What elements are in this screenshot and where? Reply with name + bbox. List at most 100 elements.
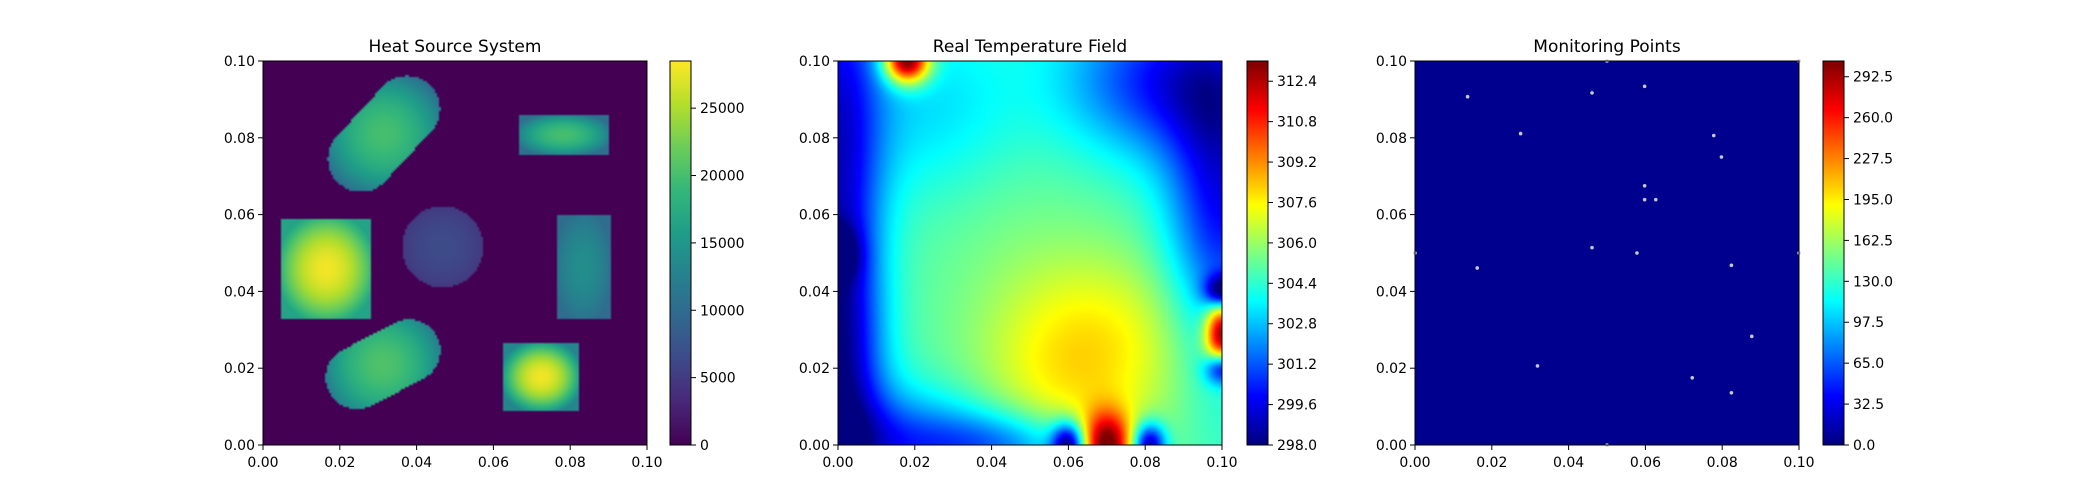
colorbar-frame	[1246, 60, 1269, 446]
heatmap-image	[838, 61, 1222, 445]
colorbar-tick-label: 0	[700, 438, 709, 454]
monitoring-point	[1690, 376, 1695, 380]
colorbar-tick-label: 130.0	[1853, 274, 1893, 290]
monitoring-point	[1642, 197, 1647, 202]
x-tick-label: 0.00	[822, 455, 853, 471]
x-tick-label: 0.08	[1707, 455, 1738, 471]
colorbar-tick-label: 260.0	[1853, 111, 1893, 127]
monitoring-point	[1719, 155, 1724, 159]
panel-title: Real Temperature Field	[933, 37, 1127, 57]
colorbar-tick-label: 162.5	[1853, 233, 1893, 249]
monitoring-point	[1749, 334, 1754, 339]
colorbar-tick-label: 309.2	[1277, 155, 1317, 171]
x-tick-label: 0.10	[1783, 455, 1814, 471]
y-tick-label: 0.10	[799, 54, 830, 70]
plot-frame	[262, 60, 648, 446]
colorbar-tick-label: 302.8	[1277, 317, 1317, 333]
colorbar-tick-label: 306.0	[1277, 236, 1317, 252]
x-tick-label: 0.00	[247, 455, 278, 471]
monitoring-points	[1413, 59, 1801, 447]
x-tick-label: 0.02	[1476, 455, 1507, 471]
y-tick-label: 0.00	[224, 438, 255, 454]
colorbar-ticks: 0.0 32.5 65.0 97.5 130.0 162.5 195.0 227.5 260.0…	[1844, 70, 1893, 454]
colorbar-tick-label: 10000	[700, 303, 745, 319]
panel-real-temperature-field: Real Temperature Field 0.00 0.02 0.04 0.06 0…	[799, 37, 1317, 471]
x-tick-label: 0.02	[324, 455, 355, 471]
colorbar-tick-label: 32.5	[1853, 397, 1884, 413]
panel-title: Monitoring Points	[1533, 37, 1681, 57]
y-tick-label: 0.08	[799, 131, 830, 147]
panel-title: Heat Source System	[369, 37, 542, 57]
x-tick-label: 0.00	[1399, 455, 1430, 471]
monitoring-point	[1653, 197, 1658, 202]
x-tick-label: 0.06	[478, 455, 509, 471]
monitoring-point	[1590, 91, 1594, 95]
axis-ticks: 0.00 0.02 0.04 0.06 0.08 0.10 0.00 0.02 0.04 0.06…	[224, 54, 663, 471]
colorbar-ticks: 298.0 299.6 301.2 302.8 304.4 306.0 307.6 309.2…	[1268, 74, 1317, 454]
x-tick-label: 0.08	[1130, 455, 1161, 471]
x-tick-label: 0.10	[1206, 455, 1237, 471]
colorbar-tick-label: 298.0	[1277, 438, 1317, 454]
colorbar-image	[670, 61, 691, 445]
colorbar-tick-label: 304.4	[1277, 276, 1317, 292]
colorbar-tick-label: 0.0	[1853, 438, 1875, 454]
plot-frame	[1414, 60, 1800, 446]
colorbar-tick-label: 195.0	[1853, 192, 1893, 208]
colorbar-tick-label: 25000	[700, 101, 745, 117]
axis-ticks: 0.00 0.02 0.04 0.06 0.08 0.10 0.00 0.02 0.04 0.06…	[1376, 54, 1815, 471]
monitoring-point	[1729, 390, 1734, 395]
plot-frame	[837, 60, 1223, 446]
monitoring-point	[1642, 184, 1647, 188]
x-tick-label: 0.04	[976, 455, 1007, 471]
colorbar-tick-label: 20000	[700, 169, 745, 185]
panel-monitoring-points: Monitoring Points 0.00 0.02 0.04 0.06 0.08 0.…	[1376, 37, 1893, 471]
y-tick-label: 0.04	[1376, 284, 1407, 300]
x-tick-label: 0.04	[1553, 455, 1584, 471]
colorbar-tick-label: 301.2	[1277, 357, 1317, 373]
colorbar-tick-label: 310.8	[1277, 115, 1317, 131]
x-tick-label: 0.04	[401, 455, 432, 471]
y-tick-label: 0.06	[1376, 208, 1407, 224]
colorbar-image	[1247, 61, 1268, 445]
monitoring-point	[1518, 131, 1523, 136]
monitoring-point	[1711, 133, 1716, 138]
colorbar-image	[1823, 61, 1844, 445]
y-tick-label: 0.02	[224, 361, 255, 377]
monitoring-point	[1729, 263, 1734, 268]
colorbar-tick-label: 227.5	[1853, 152, 1893, 168]
monitoring-point	[1642, 84, 1647, 89]
y-tick-label: 0.08	[1376, 131, 1407, 147]
y-tick-label: 0.04	[799, 284, 830, 300]
colorbar-tick-label: 307.6	[1277, 195, 1317, 211]
colorbar-tick-label: 97.5	[1853, 315, 1884, 331]
colorbar-frame	[1822, 60, 1845, 446]
y-tick-label: 0.00	[799, 438, 830, 454]
y-tick-label: 0.10	[224, 54, 255, 70]
monitoring-point	[1465, 94, 1470, 99]
colorbar-frame	[669, 60, 692, 446]
monitoring-point	[1535, 364, 1540, 368]
monitoring-point	[1635, 251, 1639, 255]
colorbar-tick-label: 65.0	[1853, 356, 1884, 372]
panel-heat-source-system: Heat Source System 0.00 0.02 0.04 0.06 0.08 0…	[224, 37, 745, 471]
x-tick-label: 0.02	[899, 455, 930, 471]
colorbar-tick-label: 299.6	[1277, 398, 1317, 414]
monitoring-point	[1475, 266, 1480, 270]
y-tick-label: 0.10	[1376, 54, 1407, 70]
x-tick-label: 0.06	[1630, 455, 1661, 471]
y-tick-label: 0.00	[1376, 438, 1407, 454]
monitoring-point	[1590, 245, 1594, 250]
y-tick-label: 0.04	[224, 284, 255, 300]
y-tick-label: 0.02	[799, 361, 830, 377]
x-tick-label: 0.08	[555, 455, 586, 471]
colorbar-tick-label: 312.4	[1277, 74, 1317, 90]
colorbar-tick-label: 15000	[700, 236, 745, 252]
colorbar-tick-label: 5000	[700, 371, 736, 387]
y-tick-label: 0.02	[1376, 361, 1407, 377]
y-tick-label: 0.06	[224, 208, 255, 224]
heatmap-image	[263, 61, 647, 445]
x-tick-label: 0.10	[631, 455, 662, 471]
colorbar-ticks: 0 5000 10000 15000 20000 25000	[691, 101, 745, 454]
